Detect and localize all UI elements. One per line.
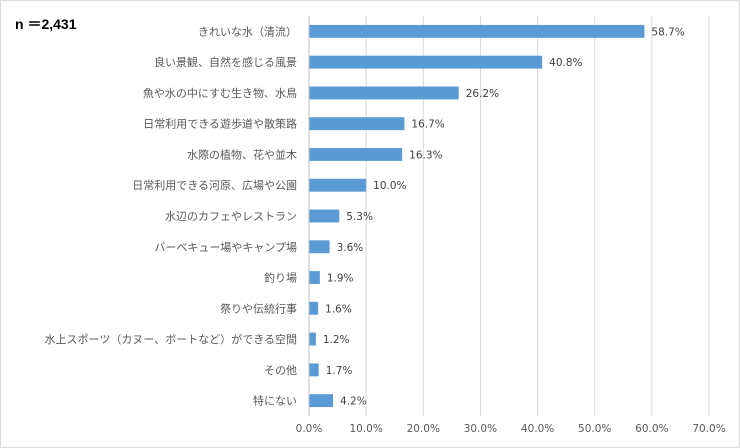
category-label: 日常利用できる遊歩道や散策路 bbox=[143, 117, 297, 131]
data-label: 5.3% bbox=[346, 211, 373, 223]
category-label: きれいな水（清流） bbox=[198, 24, 297, 38]
category-label: バーベキュー場やキャンプ場 bbox=[154, 241, 297, 254]
x-tick-label: 70.0% bbox=[692, 423, 725, 435]
category-label: その他 bbox=[264, 364, 297, 377]
data-label: 26.2% bbox=[466, 88, 499, 100]
data-label: 58.7% bbox=[651, 26, 684, 38]
bar bbox=[309, 301, 319, 315]
x-tick-label: 10.0% bbox=[349, 423, 382, 435]
bar bbox=[309, 86, 459, 100]
bar bbox=[309, 394, 333, 408]
category-label: 水辺のカフェやレストラン bbox=[165, 210, 297, 223]
data-label: 10.0% bbox=[373, 180, 406, 192]
category-label: 水上スポーツ（カヌー、ボートなど）ができる空間 bbox=[45, 332, 297, 346]
bar bbox=[309, 363, 319, 377]
bar bbox=[309, 55, 543, 69]
category-label: 釣り場 bbox=[264, 271, 297, 285]
x-tick-label: 20.0% bbox=[407, 423, 440, 435]
x-tick-label: 50.0% bbox=[578, 423, 611, 435]
category-label: 特にない bbox=[253, 394, 297, 408]
x-tick-label: 40.0% bbox=[521, 423, 554, 435]
category-label: 日常利用できる河原、広場や公園 bbox=[132, 179, 297, 192]
bar bbox=[309, 271, 320, 284]
sample-size-label: n ＝2,431 bbox=[15, 16, 77, 32]
data-label: 16.3% bbox=[409, 149, 442, 161]
bar bbox=[309, 240, 330, 254]
category-label: 魚や水の中にすむ生き物、水鳥 bbox=[143, 86, 297, 100]
bar bbox=[309, 178, 367, 192]
category-label: 水際の植物、花や並木 bbox=[187, 147, 297, 161]
data-label: 1.9% bbox=[327, 273, 354, 285]
data-label: 1.7% bbox=[326, 365, 353, 377]
category-label: 祭りや伝統行事 bbox=[220, 301, 297, 315]
x-tick-label: 0.0% bbox=[296, 423, 323, 435]
data-label: 3.6% bbox=[337, 242, 364, 254]
x-tick-label: 60.0% bbox=[635, 423, 668, 435]
bar bbox=[309, 148, 403, 161]
bar bbox=[309, 117, 405, 131]
data-label: 1.2% bbox=[323, 334, 350, 346]
bar bbox=[309, 209, 340, 223]
bar bbox=[309, 332, 316, 346]
data-label: 4.2% bbox=[340, 396, 367, 408]
data-label: 16.7% bbox=[411, 119, 444, 131]
data-label: 40.8% bbox=[549, 57, 582, 69]
x-tick-label: 30.0% bbox=[464, 423, 497, 435]
category-label: 良い景観、自然を感じる風景 bbox=[154, 55, 297, 69]
bar bbox=[309, 24, 645, 38]
data-label: 1.6% bbox=[325, 303, 352, 315]
